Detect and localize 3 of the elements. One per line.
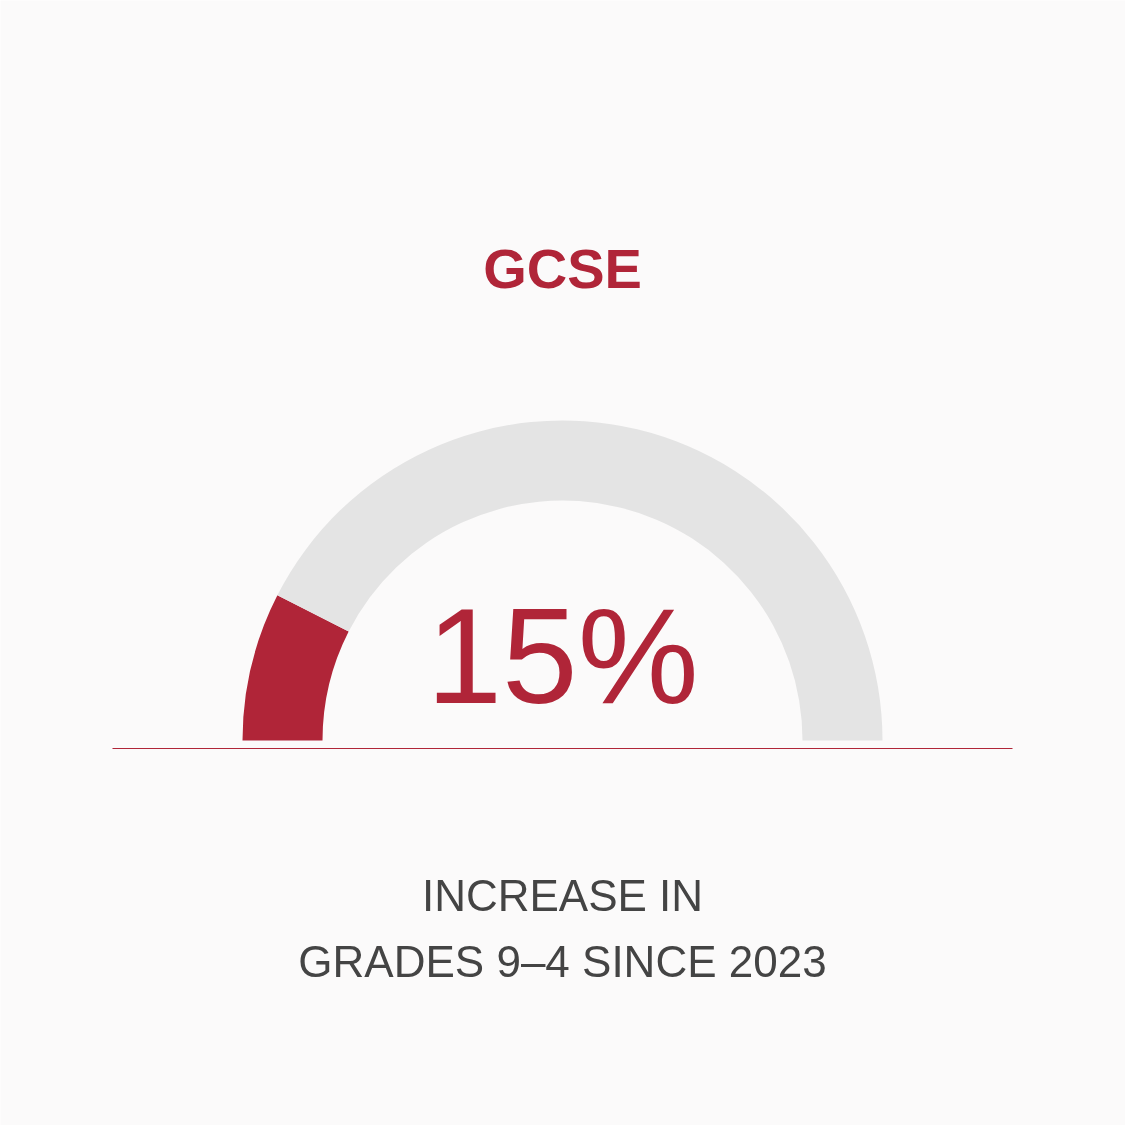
chart-title: GCSE <box>483 237 642 300</box>
text: INCREASE IN GRADES 9–4 SINCE 2023 <box>298 870 827 987</box>
text: 15% <box>426 579 699 732</box>
